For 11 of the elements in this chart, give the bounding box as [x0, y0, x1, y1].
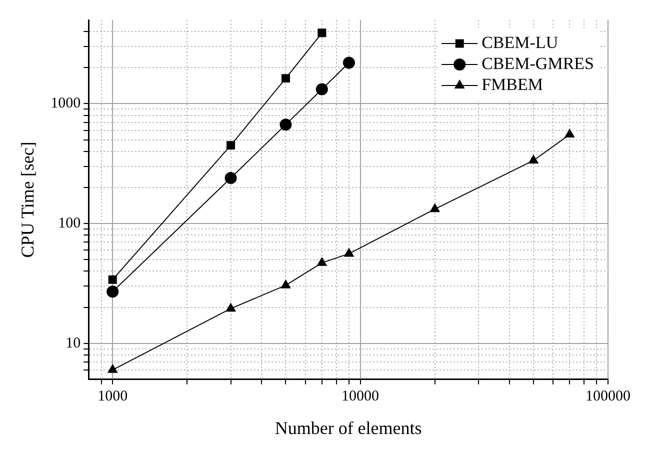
y-tick-label: 1000: [50, 96, 81, 112]
legend-label: FMBEM: [482, 74, 544, 94]
y-tick-label: 100: [58, 215, 81, 232]
legend-label: CBEM-GMRES: [482, 54, 594, 73]
x-tick-label: 100000: [586, 388, 630, 404]
legend-label: CBEM-LU: [482, 32, 558, 52]
x-tick-label: 1000: [98, 388, 128, 404]
x-tick-label: 10000: [342, 388, 380, 404]
y-axis-title: CPU Time [sec]: [18, 142, 38, 258]
y-tick-label: 10: [66, 335, 81, 352]
x-axis-title: Number of elements: [274, 418, 422, 438]
